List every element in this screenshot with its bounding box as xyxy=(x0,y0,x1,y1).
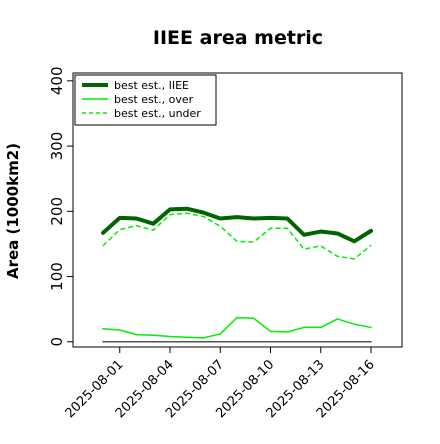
data-point xyxy=(220,341,221,342)
series-line xyxy=(101,206,373,244)
data-point xyxy=(136,341,137,342)
data-point xyxy=(287,218,288,219)
data-point xyxy=(203,341,204,342)
data-point xyxy=(186,213,187,214)
data-point xyxy=(136,334,137,335)
data-point xyxy=(220,218,221,219)
data-point xyxy=(153,341,154,342)
data-point xyxy=(253,318,254,319)
data-point xyxy=(119,217,120,218)
data-point xyxy=(354,324,355,325)
legend-label: best est., IIEE xyxy=(114,79,189,92)
data-point xyxy=(169,336,170,337)
data-point xyxy=(220,226,221,227)
data-point xyxy=(370,341,371,342)
series-line xyxy=(102,316,372,339)
series-line xyxy=(102,212,372,260)
data-point xyxy=(236,241,237,242)
series-best-est-iiee xyxy=(101,206,373,244)
data-point xyxy=(153,223,154,224)
legend-label: best est., over xyxy=(114,93,194,106)
data-point xyxy=(270,217,271,218)
data-point xyxy=(354,258,355,259)
series-zero-baseline xyxy=(102,341,372,343)
data-point xyxy=(320,245,321,246)
plot-frame xyxy=(72,72,403,348)
y-tick-label: 0 xyxy=(48,337,66,347)
data-point xyxy=(136,225,137,226)
data-point xyxy=(102,341,103,342)
data-point xyxy=(337,233,338,234)
data-point xyxy=(169,341,170,342)
data-point xyxy=(186,208,187,209)
data-point xyxy=(186,341,187,342)
y-tick-label: 400 xyxy=(48,67,66,96)
data-point xyxy=(236,341,237,342)
y-tick-label: 200 xyxy=(48,197,66,226)
data-point xyxy=(303,327,304,328)
data-point xyxy=(370,327,371,328)
data-point xyxy=(253,241,254,242)
y-tick-label: 300 xyxy=(48,132,66,161)
data-point xyxy=(220,333,221,334)
data-point xyxy=(236,217,237,218)
data-point xyxy=(354,241,355,242)
data-point xyxy=(370,230,371,231)
legend-label: best est., under xyxy=(114,107,201,120)
data-point xyxy=(102,328,103,329)
data-point xyxy=(119,329,120,330)
data-point xyxy=(203,216,204,217)
series-best-est-over xyxy=(102,316,372,339)
data-point xyxy=(236,317,237,318)
data-point xyxy=(337,341,338,342)
data-point xyxy=(253,218,254,219)
data-point xyxy=(303,234,304,235)
data-point xyxy=(136,218,137,219)
data-point xyxy=(102,245,103,246)
data-point xyxy=(169,214,170,215)
data-point xyxy=(320,327,321,328)
data-point xyxy=(370,245,371,246)
y-axis-label: Area (1000km2) xyxy=(4,143,22,279)
data-point xyxy=(320,341,321,342)
y-tick-label: 100 xyxy=(48,262,66,291)
data-point xyxy=(102,232,103,233)
data-point xyxy=(169,209,170,210)
data-point xyxy=(153,230,154,231)
data-point xyxy=(320,231,321,232)
chart-title: IIEE area metric xyxy=(153,27,323,49)
data-point xyxy=(337,318,338,319)
data-point xyxy=(354,341,355,342)
data-point xyxy=(287,331,288,332)
data-point xyxy=(303,249,304,250)
data-point xyxy=(287,341,288,342)
data-point xyxy=(186,337,187,338)
data-point xyxy=(203,212,204,213)
data-point xyxy=(253,341,254,342)
data-point xyxy=(119,341,120,342)
data-point xyxy=(153,335,154,336)
data-point xyxy=(270,331,271,332)
data-point xyxy=(119,229,120,230)
data-point xyxy=(337,256,338,257)
series-best-est-under xyxy=(102,212,372,260)
data-point xyxy=(270,341,271,342)
data-point xyxy=(303,341,304,342)
data-point xyxy=(270,228,271,229)
data-point xyxy=(203,337,204,338)
data-point xyxy=(287,228,288,229)
